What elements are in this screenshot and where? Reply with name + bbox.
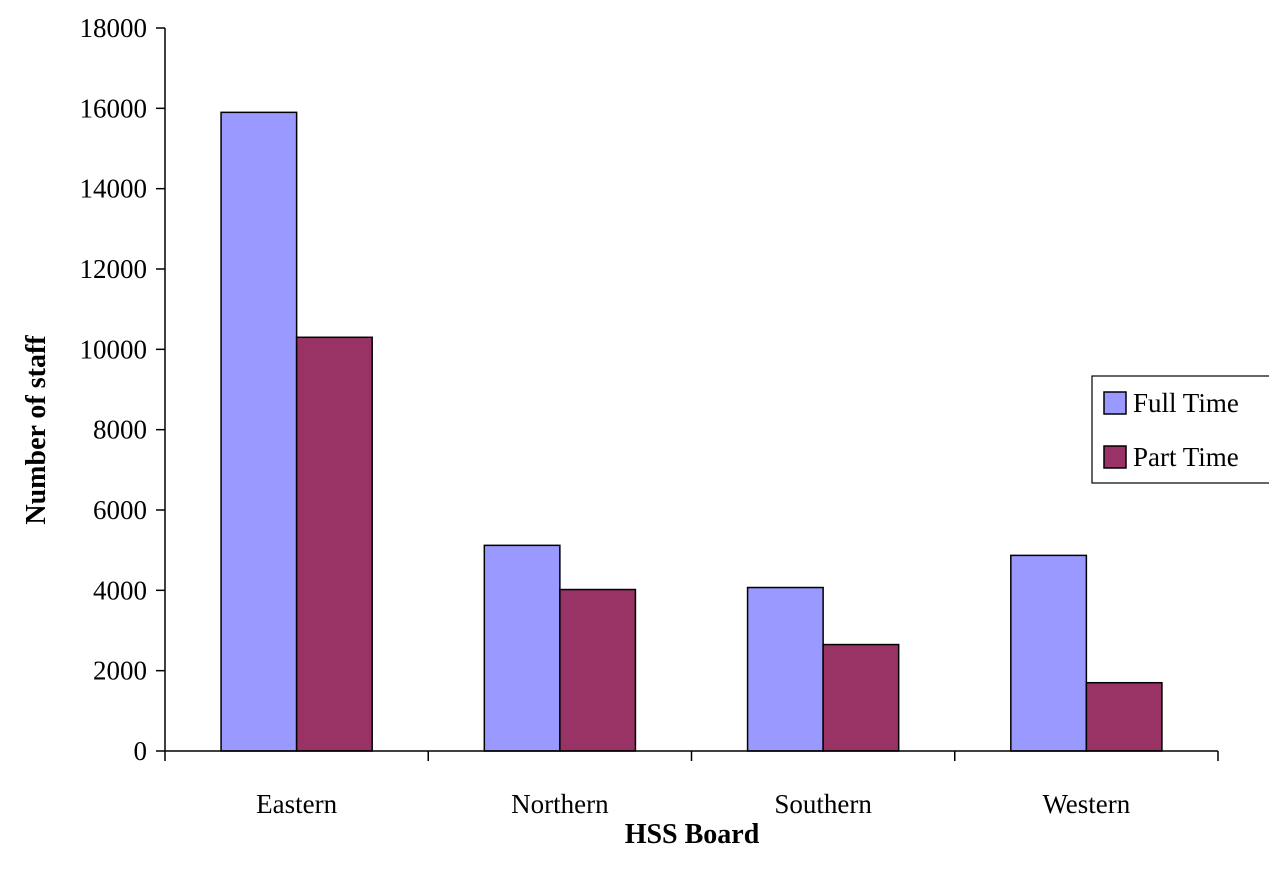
legend: Full Time Part Time (1091, 375, 1269, 484)
x-tick-label: Northern (511, 789, 609, 819)
bar-part-time (1085, 681, 1163, 752)
x-tick-label: Western (1042, 789, 1130, 819)
y-tick-label: 14000 (80, 174, 148, 204)
legend-swatch-part-time (1103, 445, 1127, 469)
bar-full-time (220, 111, 298, 752)
y-tick-label: 10000 (80, 334, 148, 364)
legend-swatch-full-time (1103, 391, 1127, 415)
legend-label-part-time: Part Time (1133, 442, 1239, 472)
y-tick-label: 6000 (93, 495, 147, 525)
y-tick-label: 16000 (80, 93, 148, 123)
bar-full-time (483, 544, 561, 752)
y-tick-label: 12000 (80, 254, 148, 284)
y-tick-label: 8000 (93, 415, 147, 445)
x-axis-ticks: Eastern Northern Southern Western (164, 751, 1219, 819)
x-axis-title: HSS Board (625, 819, 760, 850)
bar-full-time (746, 586, 824, 752)
y-tick-label: 0 (134, 736, 148, 766)
y-tick-label: 18000 (80, 13, 148, 43)
y-axis-ticks: 0 2000 4000 6000 8000 10000 12000 14000 16000 180… (80, 13, 165, 766)
x-tick-label: Eastern (256, 789, 337, 819)
y-axis-title: Number of staff (21, 335, 52, 525)
x-tick-label: Southern (774, 789, 872, 819)
bar-full-time (1010, 554, 1088, 752)
bar-part-time (559, 588, 637, 752)
bar-part-time (295, 336, 373, 752)
bars (220, 111, 1163, 752)
legend-label-full-time: Full Time (1133, 388, 1239, 418)
y-tick-label: 2000 (93, 656, 147, 686)
bar-part-time (822, 643, 900, 752)
y-tick-label: 4000 (93, 575, 147, 605)
